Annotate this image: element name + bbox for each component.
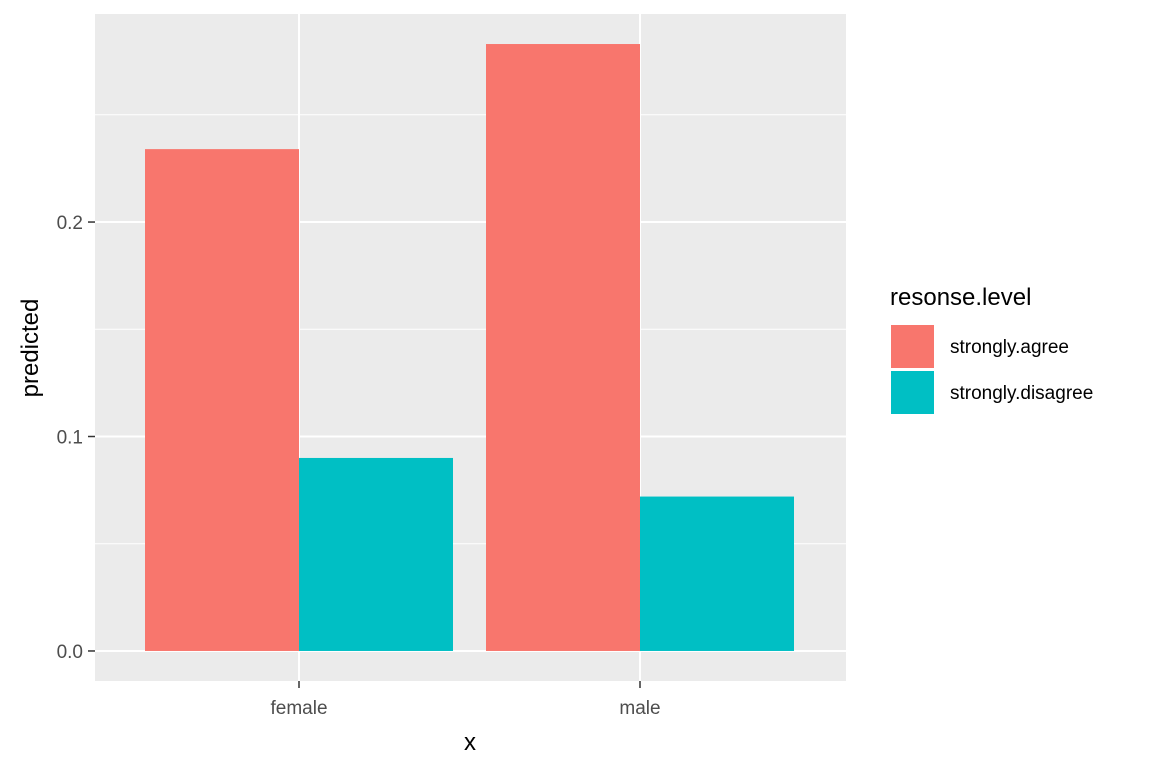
legend-label-strongly-disagree: strongly.disagree	[950, 383, 1093, 404]
legend-items: strongly.agree strongly.disagree	[891, 325, 1093, 414]
legend-swatch-strongly-disagree	[891, 371, 934, 414]
x-axis: female male	[270, 681, 661, 719]
legend: resonse.level strongly.agree strongly.dis…	[890, 284, 1093, 414]
bar-strongly-agree-male	[486, 44, 640, 651]
bar-strongly-agree-female	[145, 149, 299, 651]
y-tick-label: 0.0	[57, 642, 83, 663]
legend-title: resonse.level	[890, 284, 1031, 311]
y-tick-label: 0.2	[57, 213, 83, 234]
legend-label-strongly-agree: strongly.agree	[950, 337, 1069, 358]
y-axis-title: predicted	[17, 299, 44, 398]
y-tick-label: 0.1	[57, 428, 83, 449]
x-axis-title: x	[464, 729, 476, 756]
y-axis: 0.0 0.1 0.2	[57, 213, 95, 663]
bar-strongly-disagree-male	[640, 496, 794, 651]
legend-swatch-strongly-agree	[891, 325, 934, 368]
bars	[145, 44, 794, 651]
x-tick-label: male	[619, 698, 660, 719]
bar-strongly-disagree-female	[299, 457, 453, 651]
x-tick-label: female	[270, 698, 327, 719]
